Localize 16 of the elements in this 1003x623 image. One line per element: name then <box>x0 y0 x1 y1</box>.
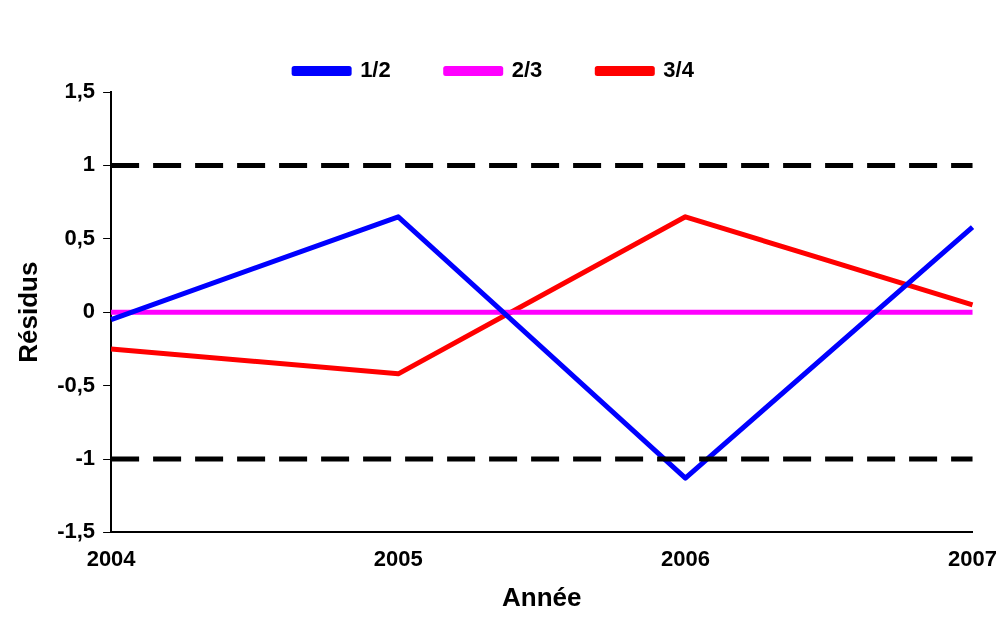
legend-label: 3/4 <box>663 57 695 83</box>
y-tick-label: 1,5 <box>64 78 96 104</box>
y-tick-label: -1 <box>75 445 96 471</box>
y-tick-label: 0,5 <box>64 224 96 250</box>
x-tick-label: 2005 <box>373 545 423 571</box>
legend-label: 1/2 <box>360 57 391 83</box>
y-tick-label: -1,5 <box>57 518 96 544</box>
y-tick-label: 1 <box>82 151 96 177</box>
x-tick-label: 2007 <box>948 545 998 571</box>
y-tick-label: 0 <box>82 298 96 324</box>
y-tick-label: -0,5 <box>57 371 96 397</box>
x-axis-title: Année <box>502 581 582 612</box>
y-axis-title: Résidus <box>12 261 43 363</box>
x-tick-label: 2006 <box>660 545 710 571</box>
legend-label: 2/3 <box>511 57 543 83</box>
x-tick-label: 2004 <box>86 545 137 571</box>
